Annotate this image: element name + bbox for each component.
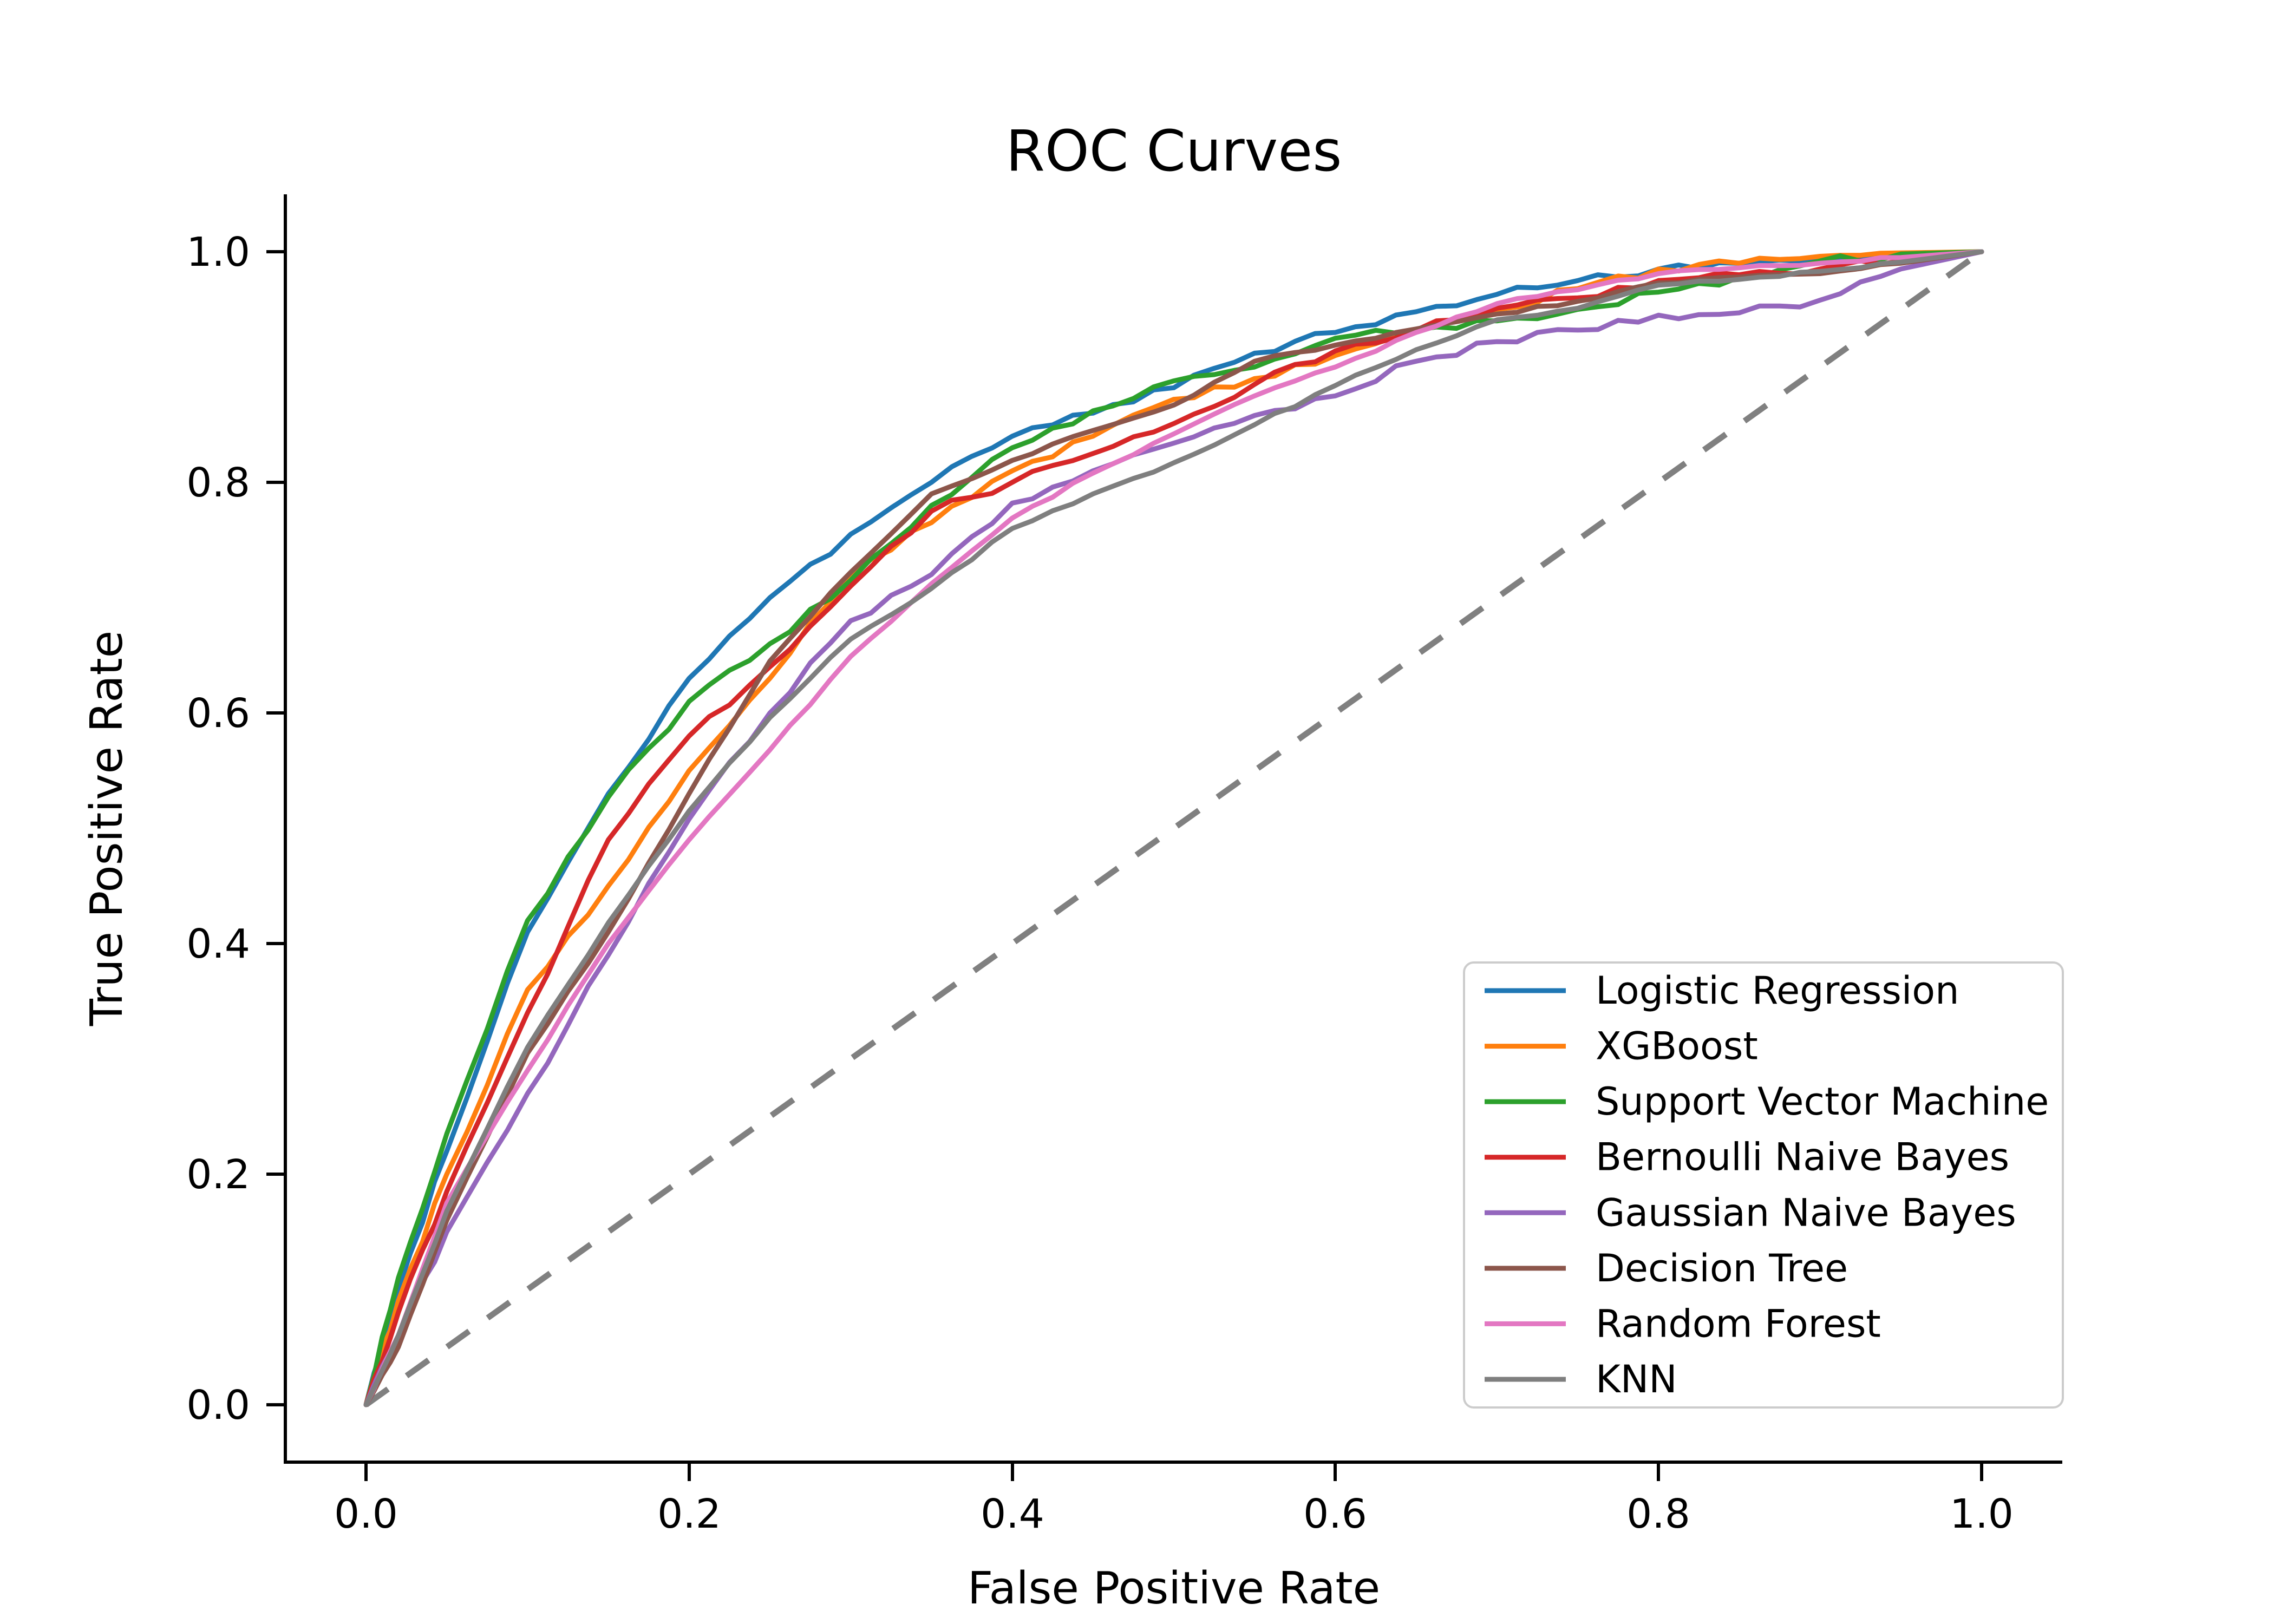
x-tick-label: 0.4 [981, 1491, 1044, 1537]
legend-item-gaussian-naive-bayes: Gaussian Naive Bayes [1485, 1190, 2016, 1235]
x-axis: 0.0 0.2 0.4 0.6 0.8 1.0 False Positive R… [334, 1462, 2014, 1614]
y-tick-label: 0.8 [186, 460, 250, 506]
legend-box [1463, 961, 2064, 1409]
roc-curve-random-forest [363, 249, 1984, 1407]
x-tick-label: 0.2 [657, 1491, 721, 1537]
x-axis-label: False Positive Rate [968, 1563, 1380, 1614]
legend-label-knn: KNN [1596, 1357, 1677, 1402]
y-axis: 0.0 0.2 0.4 0.6 0.8 1.0 True Positive Ra… [81, 229, 285, 1429]
legend-item-logistic-regression: Logistic Regression [1485, 968, 1959, 1013]
y-tick-label: 0.6 [186, 690, 250, 737]
x-tick-label: 1.0 [1950, 1491, 2014, 1537]
legend-label-xgboost: XGBoost [1596, 1024, 1758, 1069]
legend-item-bernoulli-naive-bayes: Bernoulli Naive Bayes [1485, 1135, 2009, 1180]
roc-curve-knn [363, 249, 1984, 1407]
diagonal-reference-line [364, 249, 1984, 1407]
y-tick-label: 0.4 [186, 921, 250, 967]
axis-spines [284, 194, 2062, 1464]
legend-item-random-forest: Random Forest [1485, 1301, 1881, 1346]
legend-label-bernoulli-naive-bayes: Bernoulli Naive Bayes [1596, 1135, 2009, 1180]
legend-item-xgboost: XGBoost [1485, 1024, 1758, 1069]
x-tick-label: 0.0 [334, 1491, 398, 1537]
legend-label-random-forest: Random Forest [1596, 1301, 1881, 1346]
y-tick-label: 0.0 [186, 1382, 250, 1429]
x-tick-label: 0.8 [1626, 1491, 1690, 1537]
legend-label-logistic-regression: Logistic Regression [1596, 968, 1959, 1013]
legend-label-support-vector-machine: Support Vector Machine [1596, 1079, 2049, 1124]
y-tick-label: 1.0 [186, 229, 250, 276]
roc-curve-xgboost [363, 249, 1984, 1407]
legend-item-decision-tree: Decision Tree [1485, 1246, 1848, 1291]
legend-item-support-vector-machine: Support Vector Machine [1485, 1079, 2049, 1124]
y-axis-label: True Positive Rate [81, 631, 133, 1026]
legend-item-knn: KNN [1485, 1357, 1677, 1402]
x-tick-label: 0.6 [1303, 1491, 1367, 1537]
legend-label-decision-tree: Decision Tree [1596, 1246, 1848, 1291]
legend-label-gaussian-naive-bayes: Gaussian Naive Bayes [1596, 1190, 2016, 1235]
legend: Logistic Regression XGBoost Support Vector… [1463, 961, 2064, 1409]
roc-curves [363, 249, 1984, 1407]
chart-title: ROC Curves [1006, 118, 1342, 184]
y-tick-label: 0.2 [186, 1151, 250, 1198]
